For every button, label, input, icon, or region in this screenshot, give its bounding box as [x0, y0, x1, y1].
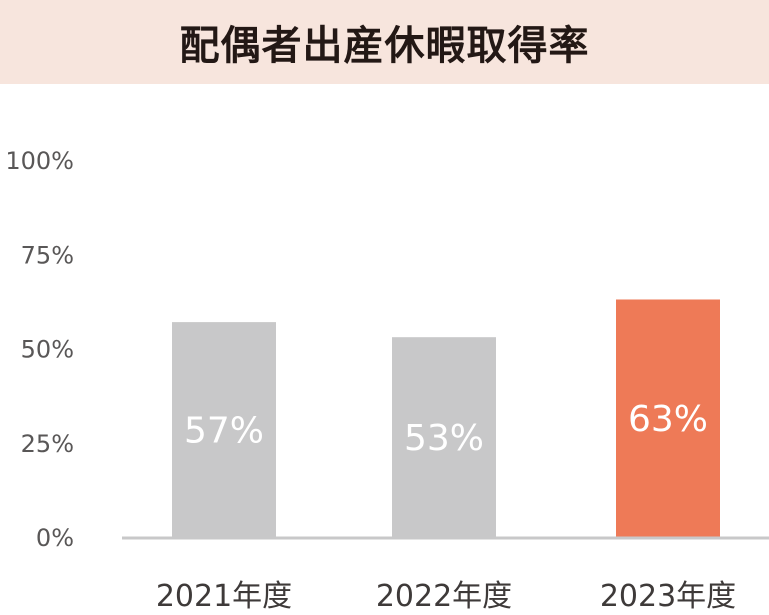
y-tick-label: 100%: [5, 147, 74, 175]
bar-value-label: 63%: [628, 399, 708, 440]
bar-value-label: 53%: [404, 418, 484, 459]
chart-title: 配偶者出産休暇取得率: [179, 23, 590, 69]
bar: [172, 322, 276, 537]
y-tick-label: 75%: [21, 241, 74, 269]
x-category-label: 2022年度: [376, 579, 512, 614]
y-tick-label: 50%: [21, 336, 74, 364]
value-labels: 57% 53% 63%: [184, 399, 708, 459]
x-category-label: 2021年度: [156, 579, 292, 614]
category-labels: 2021年度 2022年度 2023年度: [156, 579, 736, 614]
y-axis-ticks: 0% 25% 50% 75% 100%: [5, 147, 74, 552]
bars: [172, 299, 720, 537]
chart-title-band: 配偶者出産休暇取得率: [0, 0, 769, 84]
y-tick-label: 0%: [36, 524, 74, 552]
x-category-label: 2023年度: [600, 579, 736, 614]
bar: [616, 299, 720, 537]
bar: [392, 337, 496, 537]
y-tick-label: 25%: [21, 430, 74, 458]
bar-value-label: 57%: [184, 411, 264, 452]
